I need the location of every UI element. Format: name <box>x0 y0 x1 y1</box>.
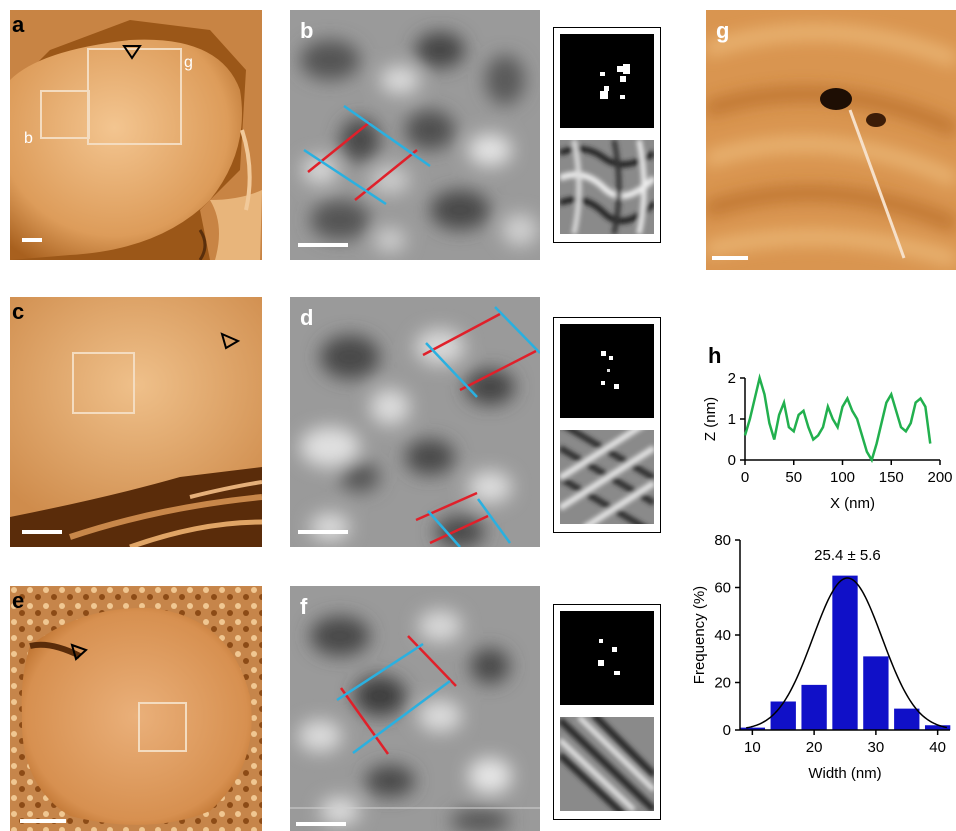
panel-c-label: c <box>12 299 25 324</box>
histogram-bar <box>924 725 951 730</box>
panel-b-filtered-image: b <box>290 10 540 260</box>
y-tick-label: 80 <box>714 532 731 549</box>
fft-inset-b <box>553 27 661 243</box>
histogram-bar <box>832 575 858 730</box>
histogram-bar <box>739 727 766 730</box>
x-tick-label: 150 <box>879 469 904 486</box>
y-tick-label: 2 <box>728 370 736 387</box>
histogram-bar <box>894 708 920 730</box>
panel-f-label: f <box>300 594 308 619</box>
panel-e-label: e <box>12 588 25 613</box>
y-tick-label: 1 <box>728 411 736 428</box>
x-tick-label: 200 <box>927 469 952 486</box>
fft-inset-f <box>553 604 661 820</box>
y-tick-label: 40 <box>714 627 731 644</box>
x-tick-label: 0 <box>741 469 749 486</box>
x-axis-label: Width (nm) <box>808 765 881 782</box>
y-tick-label: 20 <box>714 675 731 692</box>
height-profile-chart: 0 1 2 0 50 100 150 200 X (nm) Z (nm) <box>702 370 953 512</box>
fft-inset-d <box>553 317 661 533</box>
y-tick-label: 0 <box>728 452 736 469</box>
panel-c-afm-image: c <box>10 297 262 547</box>
histogram-bar <box>770 701 796 730</box>
histogram-annotation: 25.4 ± 5.6 <box>814 547 881 564</box>
panel-h-label: h <box>708 343 722 368</box>
y-tick-label: 60 <box>714 580 731 597</box>
x-axis-label: X (nm) <box>830 495 875 512</box>
y-tick-label: 0 <box>723 722 731 739</box>
panel-e-afm-image: e <box>10 586 262 831</box>
y-axis-label: Z (nm) <box>702 397 719 441</box>
x-tick-label: 100 <box>830 469 855 486</box>
panel-a-label: a <box>12 12 25 37</box>
panel-f-filtered-image: f <box>290 586 540 831</box>
panel-g-label: g <box>716 18 730 43</box>
y-axis-label: Frequency (%) <box>691 586 708 684</box>
panel-d-label: d <box>300 305 314 330</box>
box-b-label: b <box>24 130 33 147</box>
panel-a-afm-image: a b g <box>10 10 262 260</box>
x-tick-label: 20 <box>806 739 823 756</box>
panel-g-afm-image: g <box>706 10 956 270</box>
panel-b-label: b <box>300 18 314 43</box>
profile-line <box>743 373 932 464</box>
x-tick-label: 50 <box>785 469 802 486</box>
panel-d-filtered-image: d <box>290 297 540 547</box>
x-tick-label: 40 <box>929 739 946 756</box>
histogram-bar <box>801 684 827 730</box>
width-histogram-chart: 0 20 40 60 80 10 20 30 40 Width (nm) Frequency (%)… <box>691 532 951 782</box>
x-tick-label: 10 <box>744 739 761 756</box>
gaussian-fit-curve <box>746 577 948 729</box>
histogram-bar <box>863 656 889 730</box>
box-g-label: g <box>184 54 193 71</box>
x-tick-label: 30 <box>868 739 885 756</box>
